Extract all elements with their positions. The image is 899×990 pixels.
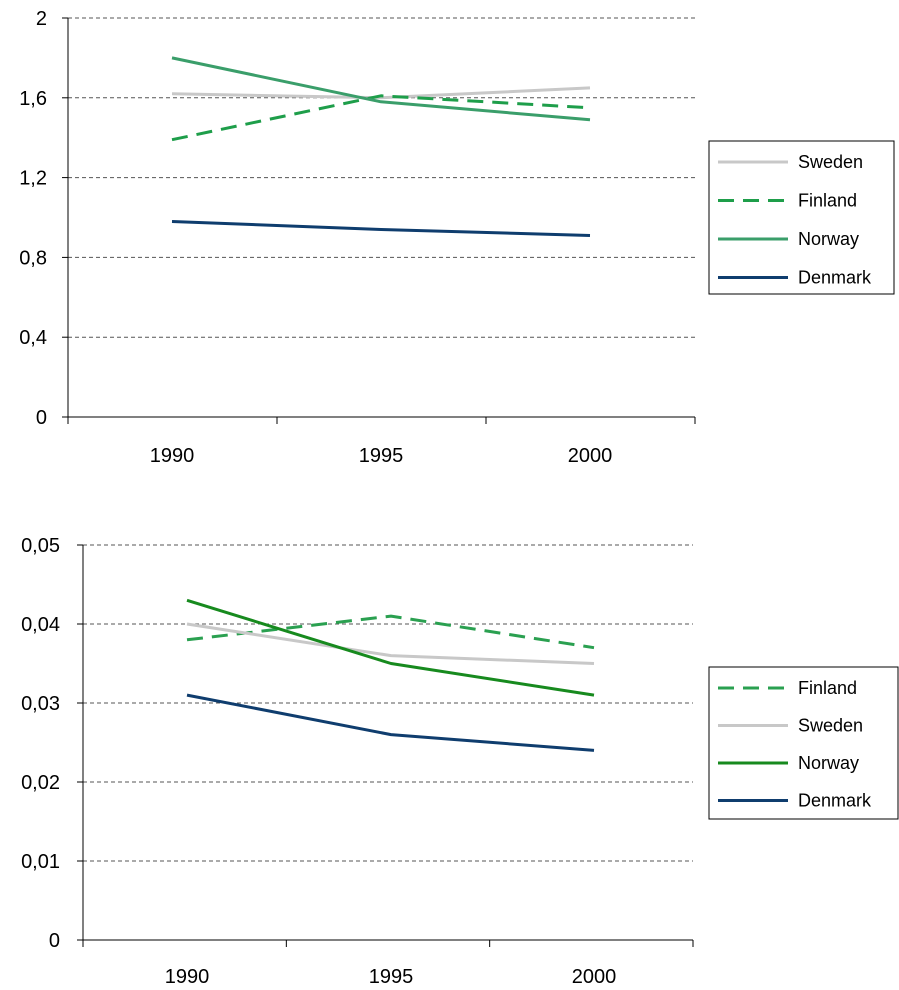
x-tick-label: 1995 <box>359 445 404 467</box>
x-tick-label: 2000 <box>568 445 613 467</box>
series-line-finland <box>186 614 595 650</box>
series-line-denmark <box>186 693 595 752</box>
series-line-finland <box>171 94 591 142</box>
y-tick-label: 0,8 <box>19 247 47 269</box>
legend: Sweden Finland Norway Denmark <box>708 140 895 295</box>
series-line-denmark <box>171 219 591 237</box>
y-tick-label: 0,05 <box>21 535 60 557</box>
series-line-norway <box>186 598 595 697</box>
legend-box <box>708 140 895 295</box>
legend-label: Denmark <box>798 268 872 288</box>
series-line-norway <box>171 56 591 122</box>
y-tick-label: 0,4 <box>19 327 47 349</box>
series-line-sweden <box>186 622 595 665</box>
y-tick-label: 1,2 <box>19 168 47 190</box>
x-tick-label: 1995 <box>369 966 414 988</box>
chart-1: 0 0,4 0,8 1,2 1,6 2 1990 1995 2000 Sweden Finland N… <box>19 8 895 467</box>
legend-label: Norway <box>798 229 859 249</box>
legend-box <box>708 666 899 820</box>
x-tick-label: 2000 <box>572 966 617 988</box>
y-tick-label: 0,02 <box>21 772 60 794</box>
y-tick-label: 0 <box>49 930 60 952</box>
y-tick-label: 0,03 <box>21 693 60 715</box>
legend-label: Finland <box>798 678 857 698</box>
legend-label: Norway <box>798 753 859 773</box>
legend: Finland Sweden Norway Denmark <box>708 666 899 820</box>
x-tick-label: 1990 <box>150 445 195 467</box>
y-tick-label: 2 <box>36 8 47 30</box>
y-tick-label: 0,01 <box>21 851 60 873</box>
y-tick-label: 1,6 <box>19 88 47 110</box>
series-line-sweden <box>171 86 591 100</box>
y-tick-label: 0,04 <box>21 614 60 636</box>
legend-label: Finland <box>798 191 857 211</box>
legend-label: Denmark <box>798 791 872 811</box>
y-tick-label: 0 <box>36 407 47 429</box>
legend-label: Sweden <box>798 716 863 736</box>
x-tick-label: 1990 <box>165 966 210 988</box>
legend-label: Sweden <box>798 152 863 172</box>
chart-2: 0 0,01 0,02 0,03 0,04 0,05 1990 1995 2000 Finland… <box>21 535 899 988</box>
